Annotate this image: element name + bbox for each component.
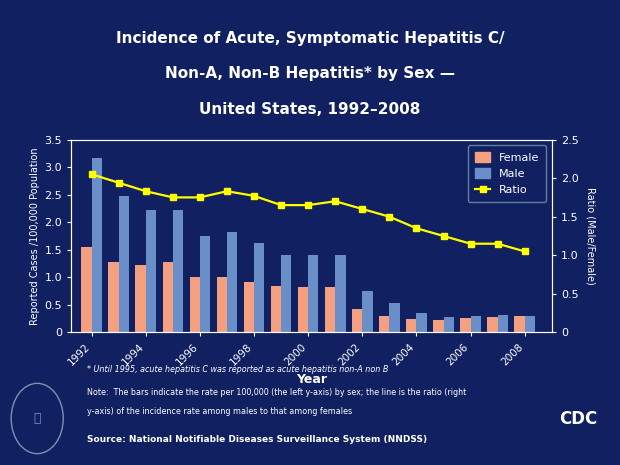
Bar: [146, 210, 156, 332]
Bar: [352, 309, 362, 332]
Bar: [443, 317, 454, 332]
Bar: [389, 303, 400, 332]
Text: Incidence of Acute, Symptomatic Hepatitis C/: Incidence of Acute, Symptomatic Hepatiti…: [116, 32, 504, 46]
Text: Note:  The bars indicate the rate per 100,000 (the left y-axis) by sex; the line: Note: The bars indicate the rate per 100…: [87, 388, 466, 397]
Bar: [498, 315, 508, 332]
Bar: [108, 262, 118, 332]
Bar: [308, 255, 319, 332]
Bar: [81, 247, 92, 332]
Bar: [433, 320, 443, 332]
Bar: [92, 158, 102, 332]
Bar: [325, 287, 335, 332]
Text: * Until 1995, acute hepatitis C was reported as acute hepatitis non-A non B: * Until 1995, acute hepatitis C was repo…: [87, 365, 388, 374]
Text: United States, 1992–2008: United States, 1992–2008: [199, 102, 421, 117]
Y-axis label: Reported Cases /100,000 Population: Reported Cases /100,000 Population: [30, 147, 40, 325]
X-axis label: Year: Year: [296, 373, 327, 386]
Bar: [118, 196, 129, 332]
Bar: [406, 319, 417, 332]
Bar: [216, 277, 227, 332]
Bar: [515, 316, 525, 332]
Bar: [525, 316, 535, 332]
Bar: [162, 262, 173, 332]
Text: Non-A, Non-B Hepatitis* by Sex —: Non-A, Non-B Hepatitis* by Sex —: [165, 66, 455, 81]
Bar: [487, 317, 498, 332]
Bar: [244, 282, 254, 332]
Bar: [190, 277, 200, 332]
Bar: [135, 265, 146, 332]
Text: y-axis) of the incidence rate among males to that among females: y-axis) of the incidence rate among male…: [87, 407, 352, 416]
Text: 🦅: 🦅: [33, 412, 41, 425]
Bar: [200, 236, 210, 332]
Text: Source: National Notifiable Diseases Surveillance System (NNDSS): Source: National Notifiable Diseases Sur…: [87, 435, 427, 444]
Bar: [417, 313, 427, 332]
Bar: [254, 243, 264, 332]
Y-axis label: Ratio (Male/Female): Ratio (Male/Female): [585, 187, 595, 285]
Bar: [362, 291, 373, 332]
Bar: [271, 286, 281, 332]
Legend: Female, Male, Ratio: Female, Male, Ratio: [468, 145, 546, 202]
Bar: [281, 255, 291, 332]
Bar: [335, 255, 345, 332]
Bar: [227, 232, 237, 332]
Bar: [460, 318, 471, 332]
Bar: [298, 287, 308, 332]
Bar: [173, 210, 183, 332]
Bar: [471, 316, 481, 332]
Text: CDC: CDC: [559, 410, 597, 427]
Bar: [379, 316, 389, 332]
